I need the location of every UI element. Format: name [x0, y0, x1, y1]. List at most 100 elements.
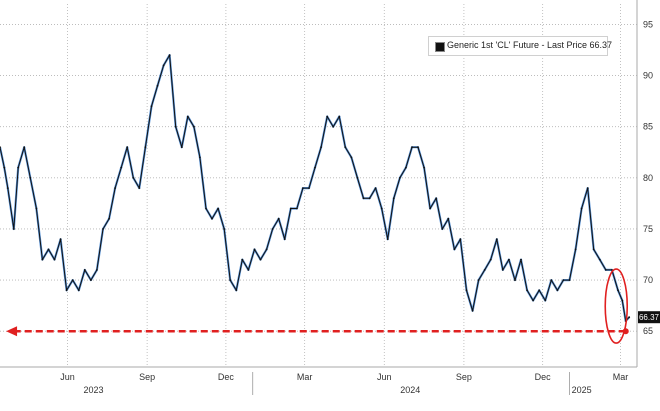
x-tick-label: Sep: [139, 372, 155, 382]
price-point: [538, 289, 541, 292]
price-point: [471, 309, 474, 312]
price-point: [53, 258, 56, 261]
x-tick-label: Dec: [218, 372, 235, 382]
year-label: 2025: [572, 385, 592, 395]
price-point: [289, 207, 292, 210]
price-point: [283, 238, 286, 241]
price-point: [102, 228, 104, 230]
price-point: [114, 187, 116, 190]
year-label: 2023: [83, 385, 103, 395]
price-point: [598, 258, 601, 261]
price-point: [495, 238, 498, 241]
price-point: [580, 207, 583, 210]
price-point: [350, 156, 353, 159]
price-point: [3, 166, 6, 169]
price-point: [477, 279, 480, 281]
price-point: [180, 146, 183, 149]
price-point: [174, 125, 177, 128]
price-point: [483, 269, 486, 271]
price-point: [132, 176, 135, 179]
price-point: [532, 299, 534, 302]
price-point: [29, 176, 32, 179]
price-point: [344, 146, 347, 149]
price-point: [302, 187, 304, 190]
price-point: [586, 187, 589, 190]
price-point: [459, 238, 462, 241]
x-tick-label: Jun: [377, 372, 392, 382]
price-point: [592, 248, 595, 251]
price-point: [65, 289, 68, 292]
price-point: [229, 279, 232, 281]
price-point: [217, 207, 220, 210]
price-point: [71, 279, 74, 281]
price-point: [338, 115, 341, 118]
price-point: [186, 115, 189, 118]
price-point: [520, 258, 522, 261]
price-point: [429, 207, 431, 210]
legend-label: Generic 1st 'CL' Future - Last Price 66.…: [447, 40, 613, 50]
price-series-accent: [0, 54, 631, 323]
price-point: [17, 166, 20, 169]
y-tick-label: 95: [643, 19, 653, 29]
price-point: [247, 269, 250, 271]
price-point: [508, 258, 510, 261]
price-point: [374, 187, 377, 190]
price-point: [138, 187, 141, 190]
price-point: [162, 64, 165, 67]
x-tick-label: Jun: [60, 372, 75, 382]
price-series-line: [0, 54, 630, 322]
price-point: [628, 316, 631, 319]
price-point: [193, 125, 195, 128]
price-point: [241, 258, 244, 261]
price-point: [550, 279, 553, 281]
y-tick-label: 65: [643, 326, 653, 336]
price-point: [35, 207, 38, 210]
y-tick-label: 80: [643, 173, 653, 183]
price-point: [604, 269, 607, 271]
price-point: [271, 228, 274, 230]
price-point: [489, 258, 492, 261]
price-point: [156, 84, 159, 87]
legend: Generic 1st 'CL' Future - Last Price 66.…: [428, 36, 612, 56]
price-point: [501, 269, 504, 271]
price-point: [447, 217, 450, 220]
price-point: [368, 197, 371, 200]
x-tick-label: Mar: [297, 372, 313, 382]
price-point: [386, 238, 389, 241]
price-point: [96, 269, 98, 271]
price-point: [441, 228, 444, 230]
y-tick-label: 90: [643, 71, 653, 81]
price-point: [405, 166, 407, 169]
price-point: [399, 176, 401, 179]
price-point: [308, 187, 310, 190]
price-point: [108, 217, 110, 220]
price-point: [326, 115, 329, 118]
price-point: [223, 228, 226, 230]
price-point: [0, 146, 1, 149]
price-point: [83, 269, 86, 271]
price-point: [423, 166, 425, 169]
price-point: [568, 279, 571, 281]
price-point: [199, 156, 201, 159]
highlight-ellipse: [604, 268, 629, 344]
price-point: [621, 299, 624, 302]
price-point: [6, 187, 9, 190]
price-point: [77, 289, 80, 292]
y-tick-label: 75: [643, 224, 653, 234]
y-tick-label: 70: [643, 275, 653, 285]
price-point: [205, 207, 207, 210]
price-point: [296, 207, 298, 210]
price-point: [211, 217, 213, 220]
price-point: [90, 279, 92, 281]
price-point: [59, 238, 62, 241]
x-tick-label: Mar: [613, 372, 629, 382]
price-point: [23, 146, 26, 149]
price-point: [562, 279, 565, 281]
price-point: [332, 125, 335, 128]
y-tick-label: 85: [643, 122, 653, 132]
price-point: [453, 248, 456, 251]
price-point: [556, 289, 559, 292]
price-point: [574, 248, 577, 251]
legend-swatch-icon: [435, 42, 445, 52]
